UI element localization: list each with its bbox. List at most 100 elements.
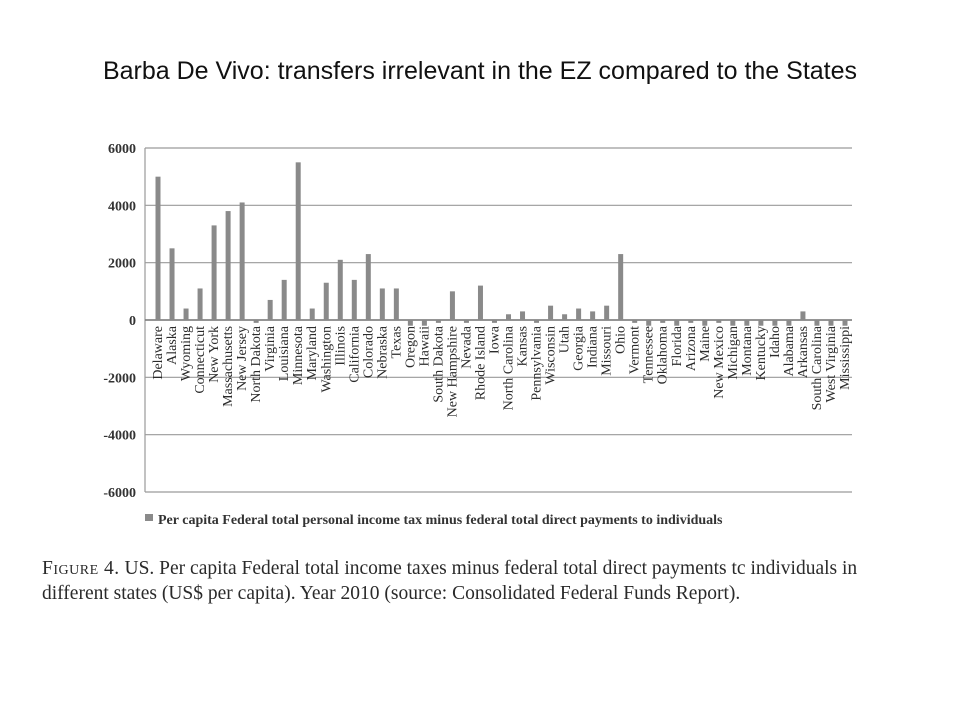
x-tick-label: Washington — [319, 326, 334, 393]
bar — [618, 254, 624, 320]
x-tick-label: Alaska — [165, 325, 180, 365]
figure-label: Figure 4. — [42, 558, 120, 579]
bar — [407, 320, 413, 326]
bar — [604, 305, 610, 320]
bar — [702, 320, 708, 326]
x-tick-label: Florida — [670, 325, 685, 366]
x-tick-label: Maryland — [305, 326, 320, 380]
figure-caption-text: US. Per capita Federal total income taxe… — [42, 558, 858, 604]
y-tick-label: 2000 — [108, 257, 136, 272]
slide-title: Barba De Vivo: transfers irrelevant in t… — [102, 57, 858, 85]
x-tick-label: Ohio — [614, 326, 629, 354]
bar — [351, 279, 357, 320]
y-tick-label: -2000 — [103, 371, 136, 386]
bar — [365, 254, 371, 320]
bar — [225, 211, 231, 320]
chart-legend: Per capita Federal total personal income… — [145, 513, 723, 528]
x-tick-label: North Dakota — [249, 325, 264, 402]
x-tick-label: Alabama — [782, 325, 797, 376]
x-tick-label: West Virginia — [824, 325, 839, 402]
bar — [449, 291, 455, 320]
bar — [562, 314, 568, 320]
x-tick-label: Tennessee — [642, 326, 657, 383]
bar — [239, 202, 245, 320]
x-tick-label: Montana — [740, 325, 755, 376]
bar — [155, 176, 161, 320]
bar — [632, 320, 638, 323]
bar — [169, 248, 175, 320]
x-tick-label: Massachusetts — [221, 326, 236, 407]
x-tick-label: Connecticut — [193, 326, 208, 394]
bar — [281, 279, 287, 320]
bar — [548, 305, 554, 320]
x-tick-label: New Mexico — [712, 326, 727, 399]
x-tick-label: Missouri — [600, 326, 615, 376]
bar — [814, 320, 820, 326]
x-tick-label: North Carolina — [502, 325, 517, 410]
x-tick-label: Hawaii — [417, 326, 432, 367]
bar — [183, 308, 189, 320]
bar — [435, 320, 441, 323]
x-tick-label: Delaware — [151, 326, 166, 380]
bar — [197, 288, 203, 320]
x-tick-label: Rhode Island — [473, 326, 488, 400]
bar — [477, 285, 483, 320]
x-tick-label: Georgia — [572, 325, 587, 371]
bar — [590, 311, 596, 320]
x-tick-label: South Dakota — [431, 325, 446, 402]
x-tick-label: Arizona — [684, 325, 699, 371]
bar — [253, 320, 259, 323]
x-tick-label: Iowa — [487, 325, 502, 354]
chart-y-tick-labels: 6000 4000 2000 0 -2000 -4000 -6000 — [103, 142, 136, 501]
bar — [688, 320, 694, 323]
bar — [744, 320, 750, 326]
x-tick-label: Oregon — [403, 326, 418, 368]
bar — [211, 225, 217, 320]
x-tick-label: Kansas — [516, 326, 531, 366]
bar — [716, 320, 722, 323]
legend-label: Per capita Federal total personal income… — [158, 513, 723, 528]
x-tick-label: Texas — [389, 326, 404, 358]
x-tick-label: Idaho — [768, 326, 783, 358]
bar — [842, 320, 848, 326]
x-tick-label: Indiana — [586, 325, 601, 368]
legend-swatch — [145, 514, 153, 521]
bar — [295, 162, 301, 320]
x-tick-label: California — [347, 325, 362, 383]
bar — [758, 320, 764, 326]
bar — [800, 311, 806, 320]
y-tick-label: 0 — [129, 314, 136, 329]
bar — [660, 320, 666, 323]
x-tick-label: New Hampshire — [445, 326, 460, 417]
x-tick-label: New York — [207, 326, 222, 383]
x-tick-label: Wyoming — [179, 326, 194, 381]
bar — [337, 259, 343, 320]
figure-caption: Figure 4. US. Per capita Federal total i… — [42, 556, 892, 606]
bar — [576, 308, 582, 320]
x-tick-label: Minnesota — [291, 325, 306, 385]
y-tick-label: -6000 — [103, 486, 136, 501]
y-tick-label: 4000 — [108, 199, 136, 214]
y-tick-label: 6000 — [108, 142, 136, 157]
bar — [379, 288, 385, 320]
bar — [491, 320, 497, 323]
bar — [772, 320, 778, 326]
x-tick-label: Arkansas — [796, 326, 811, 378]
bar — [828, 320, 834, 326]
bar — [506, 314, 512, 320]
x-tick-label: Virginia — [263, 325, 278, 371]
chart-x-tick-labels: Delaware Alaska Wyoming Connecticut New York… — [151, 325, 853, 417]
x-tick-label: Utah — [558, 326, 573, 353]
x-tick-label: Wisconsin — [544, 326, 559, 385]
bar — [646, 320, 652, 326]
x-tick-label: Nebraska — [375, 325, 390, 379]
x-tick-label: South Carolina — [810, 325, 825, 410]
x-tick-label: Michigan — [726, 326, 741, 380]
bar — [421, 320, 427, 326]
bar — [534, 320, 540, 323]
bar — [463, 320, 469, 323]
bar — [309, 308, 315, 320]
bar — [674, 320, 680, 326]
bar — [730, 320, 736, 326]
